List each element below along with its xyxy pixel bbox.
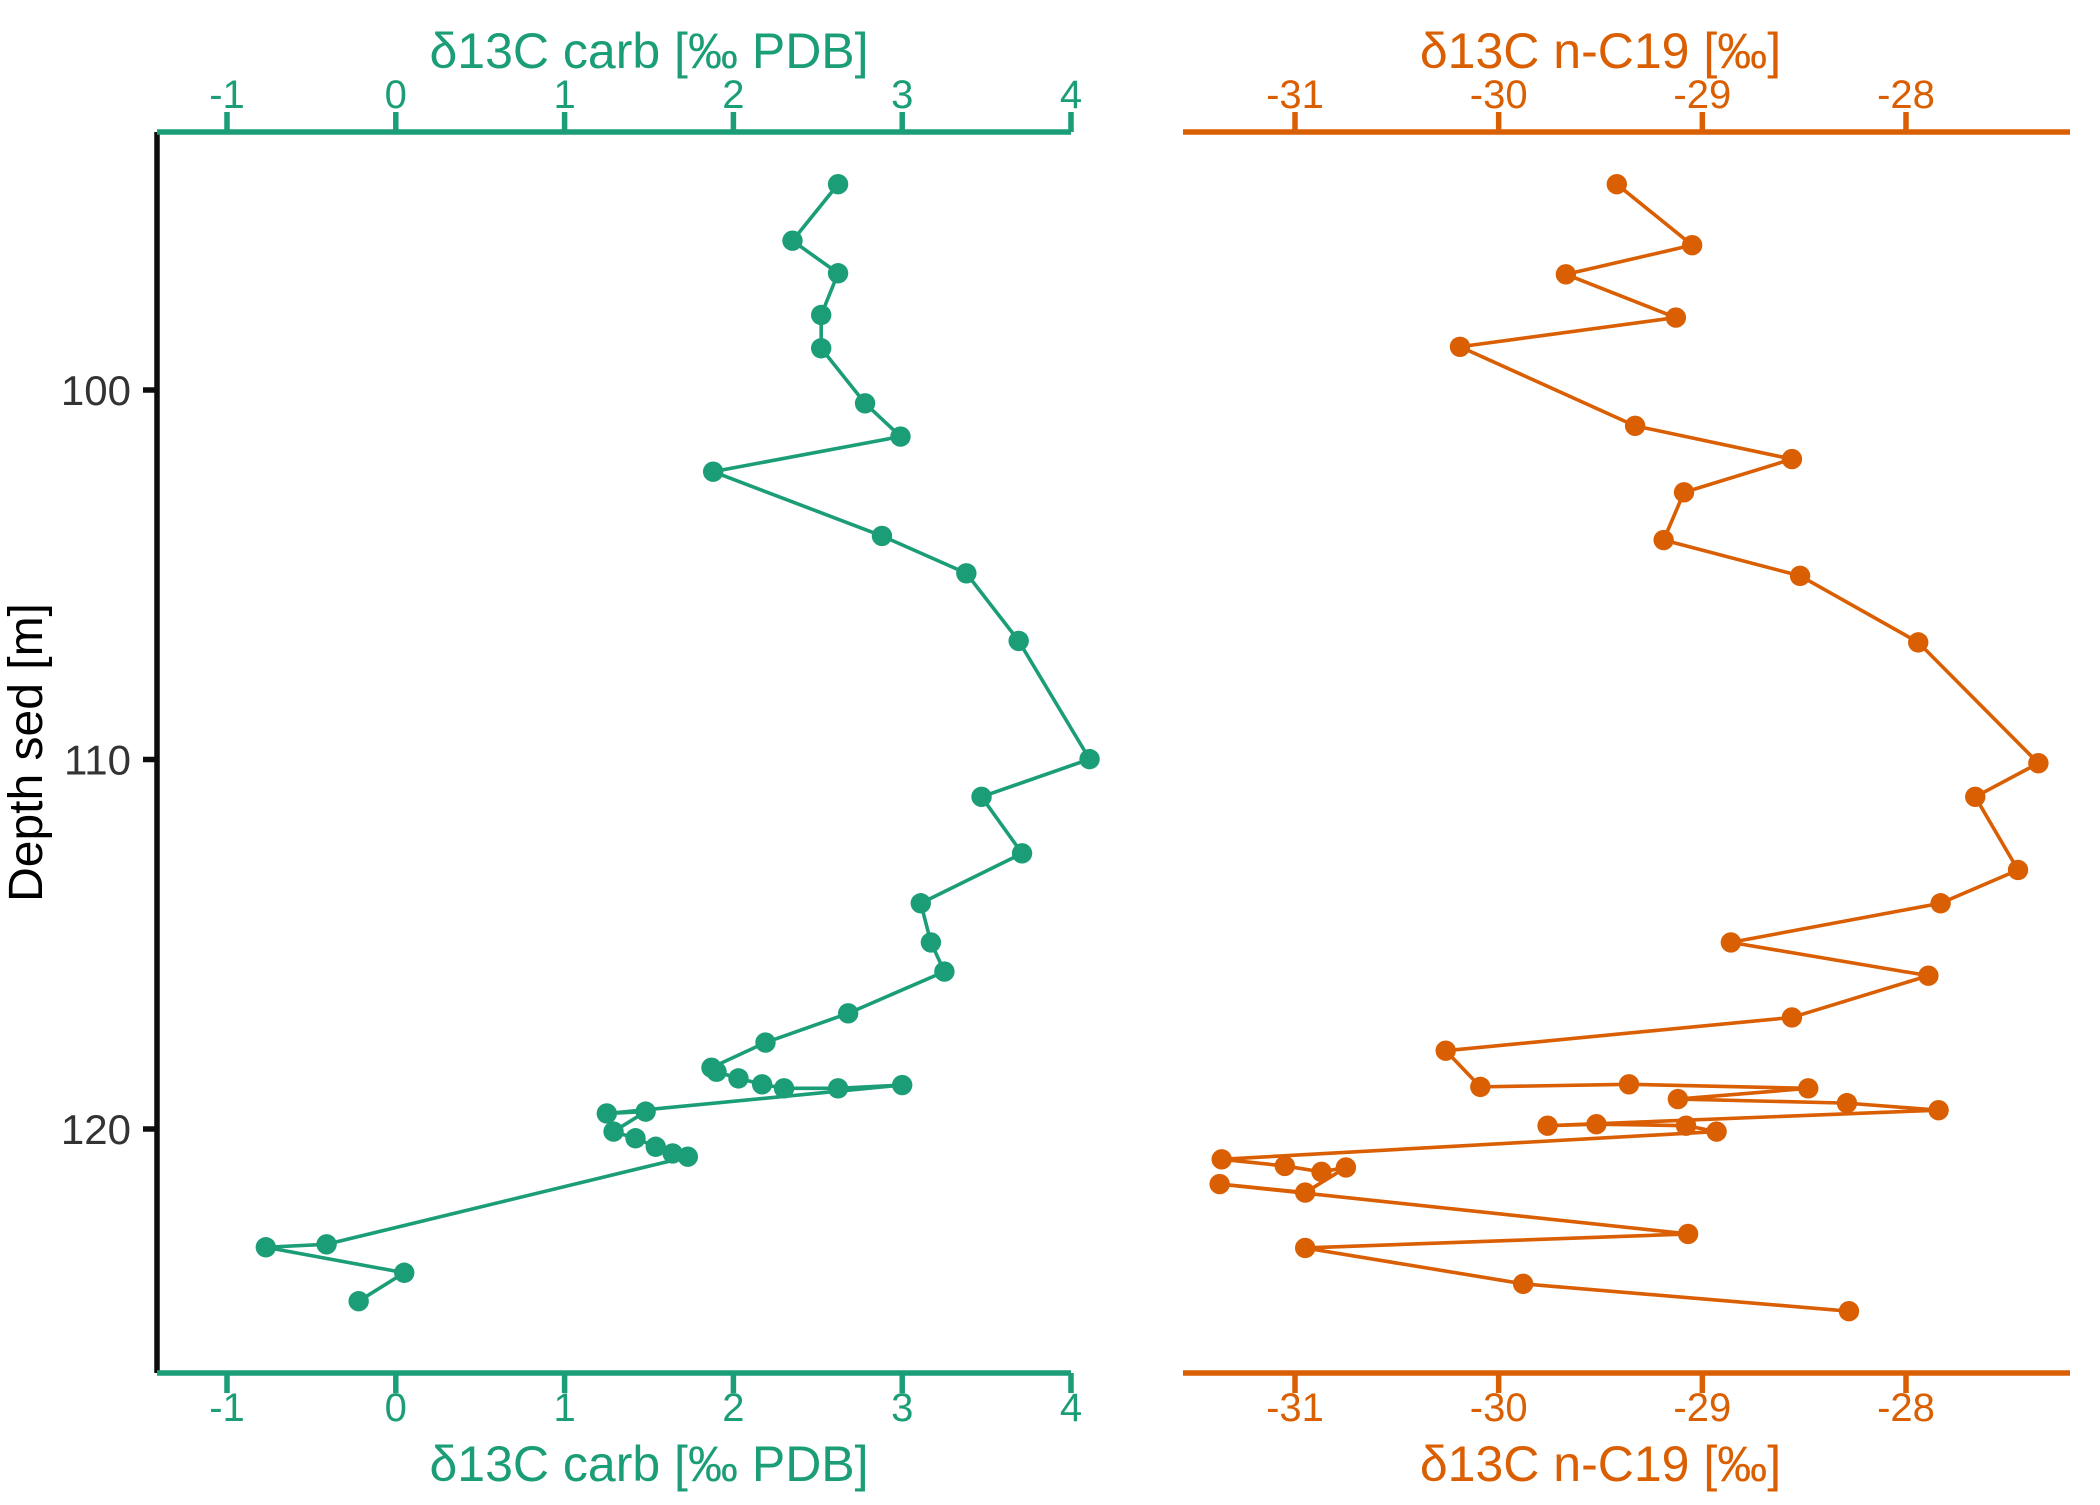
- svg-text:100: 100: [61, 367, 131, 414]
- svg-text:-30: -30: [1470, 73, 1528, 117]
- svg-text:1: 1: [553, 73, 575, 117]
- svg-text:3: 3: [891, 73, 913, 117]
- svg-text:-28: -28: [1877, 73, 1935, 117]
- svg-text:0: 0: [385, 73, 407, 117]
- svg-text:Depth sed [m]: Depth sed [m]: [0, 603, 53, 902]
- svg-text:4: 4: [1060, 73, 1082, 117]
- svg-text:2: 2: [722, 73, 744, 117]
- svg-text:-1: -1: [209, 73, 245, 117]
- svg-text:δ13C n-C19 [‰]: δ13C n-C19 [‰]: [1420, 1436, 1781, 1492]
- svg-text:δ13C carb [‰ PDB]: δ13C carb [‰ PDB]: [429, 23, 868, 79]
- svg-text:110: 110: [64, 737, 131, 784]
- svg-text:120: 120: [61, 1106, 131, 1153]
- svg-text:-31: -31: [1266, 73, 1324, 117]
- svg-text:δ13C n-C19 [‰]: δ13C n-C19 [‰]: [1420, 23, 1781, 79]
- svg-text:δ13C carb [‰ PDB]: δ13C carb [‰ PDB]: [429, 1436, 868, 1492]
- svg-text:-29: -29: [1673, 73, 1731, 117]
